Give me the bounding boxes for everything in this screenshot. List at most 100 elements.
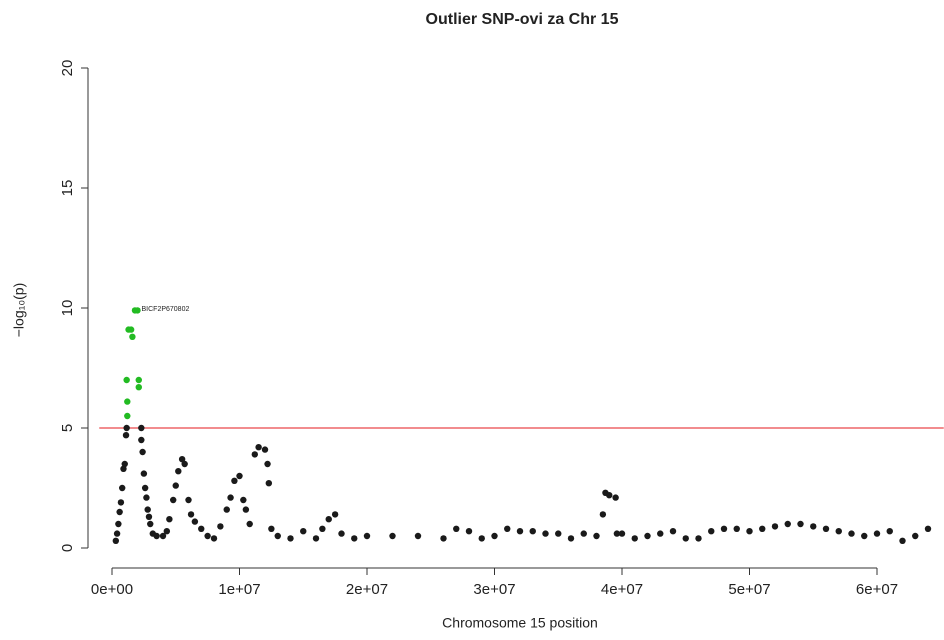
point — [835, 528, 842, 535]
point — [191, 518, 199, 525]
point — [138, 424, 145, 432]
point — [139, 448, 146, 456]
y-tick-label: 5 — [59, 424, 76, 432]
point — [242, 506, 250, 513]
y-tick-label: 15 — [59, 180, 76, 197]
point — [163, 528, 171, 535]
point — [618, 530, 626, 537]
point — [144, 506, 151, 513]
point — [187, 511, 195, 518]
point — [465, 528, 473, 535]
y-tick-label: 10 — [59, 300, 76, 317]
point — [682, 535, 689, 542]
point — [708, 528, 715, 535]
point — [143, 494, 150, 501]
x-tick-label: 6e+07 — [856, 581, 898, 598]
point — [251, 451, 258, 458]
point — [287, 535, 294, 542]
point — [122, 432, 130, 439]
chart-title: Outlier SNP-ovi za Chr 15 — [426, 11, 619, 28]
point — [695, 535, 702, 542]
point — [141, 484, 149, 492]
point — [567, 535, 575, 542]
point — [113, 530, 121, 537]
point — [529, 528, 536, 535]
point — [613, 530, 621, 537]
point — [204, 532, 211, 540]
point — [440, 535, 447, 542]
point — [899, 537, 906, 544]
point — [135, 376, 142, 384]
point — [389, 532, 396, 540]
point — [134, 307, 141, 314]
point — [886, 528, 893, 535]
x-tick-label: 1e+07 — [218, 581, 260, 598]
y-tick-label: 0 — [59, 544, 76, 552]
point — [120, 465, 127, 472]
point — [319, 525, 326, 532]
point — [414, 532, 422, 540]
point — [644, 532, 651, 540]
point — [274, 532, 281, 540]
point — [797, 520, 804, 528]
point — [504, 525, 511, 532]
point — [631, 535, 638, 542]
point — [185, 496, 192, 504]
point — [848, 530, 855, 537]
point — [478, 535, 485, 542]
point — [159, 532, 167, 540]
point — [612, 494, 619, 501]
point — [759, 525, 766, 532]
point — [255, 444, 262, 451]
point — [178, 456, 186, 463]
point — [236, 472, 243, 480]
point — [124, 398, 131, 405]
point — [822, 525, 830, 532]
point — [112, 537, 120, 544]
point — [861, 532, 868, 540]
point — [873, 530, 881, 537]
point — [771, 523, 779, 530]
point — [312, 535, 320, 542]
y-tick-label: 20 — [59, 60, 76, 77]
point — [555, 530, 562, 537]
point — [147, 520, 154, 528]
x-tick-label: 2e+07 — [346, 581, 388, 598]
point — [268, 525, 275, 532]
point — [227, 494, 234, 501]
point — [300, 528, 307, 535]
x-tick-label: 4e+07 — [601, 581, 643, 598]
point — [231, 477, 238, 484]
point — [181, 460, 188, 468]
point — [669, 528, 677, 535]
point — [363, 532, 371, 540]
point — [115, 520, 122, 528]
x-tick-label: 3e+07 — [473, 581, 515, 598]
point — [123, 376, 130, 384]
point — [117, 499, 125, 506]
point — [153, 532, 160, 540]
point — [135, 384, 142, 391]
y-axis-label: −log₁₀(p) — [11, 283, 27, 338]
point — [129, 333, 136, 340]
point — [325, 516, 332, 523]
point — [453, 525, 460, 532]
point — [599, 511, 607, 518]
point — [246, 520, 253, 528]
point — [217, 523, 224, 530]
point — [123, 424, 130, 432]
point — [119, 484, 126, 492]
point — [138, 436, 145, 444]
point — [733, 525, 740, 532]
point — [516, 528, 524, 535]
point — [265, 480, 273, 487]
point — [720, 525, 728, 532]
point — [140, 470, 148, 477]
point — [606, 492, 613, 499]
point — [170, 496, 177, 504]
point — [746, 528, 753, 535]
point — [116, 508, 123, 516]
point — [240, 496, 247, 504]
point — [121, 460, 128, 468]
